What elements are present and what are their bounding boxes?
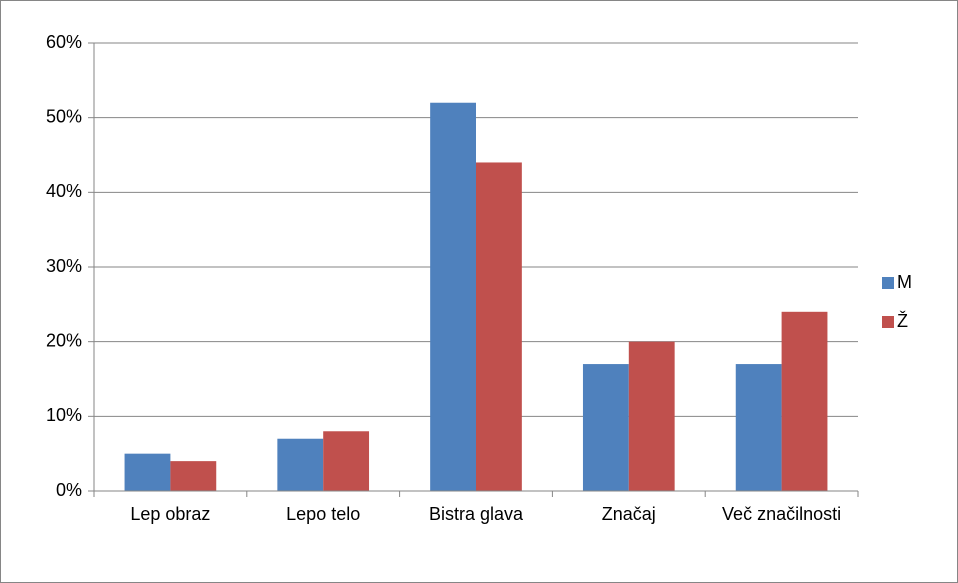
legend-swatch [882,316,894,328]
x-tick-label: Več značilnosti [722,504,841,524]
y-tick-label: 60% [46,32,82,52]
x-tick-label: Lepo telo [286,504,360,524]
y-tick-label: 20% [46,330,82,350]
y-tick-label: 50% [46,106,82,126]
legend-label: Ž [897,311,908,331]
bar [735,364,782,491]
bar [323,431,370,491]
bar [124,453,171,491]
bar [430,102,476,491]
bar [582,364,629,491]
bar [781,311,828,491]
bar [170,461,217,491]
legend-label: M [897,272,912,292]
y-tick-label: 30% [46,256,82,276]
bar [628,341,675,491]
y-tick-label: 40% [46,181,82,201]
x-tick-label: Lep obraz [130,504,210,524]
legend-swatch [882,277,894,289]
bar [277,438,324,491]
x-tick-label: Značaj [602,504,656,524]
bar [476,162,522,491]
y-tick-label: 10% [46,405,82,425]
y-tick-label: 0% [56,480,82,500]
x-tick-label: Bistra glava [429,504,524,524]
